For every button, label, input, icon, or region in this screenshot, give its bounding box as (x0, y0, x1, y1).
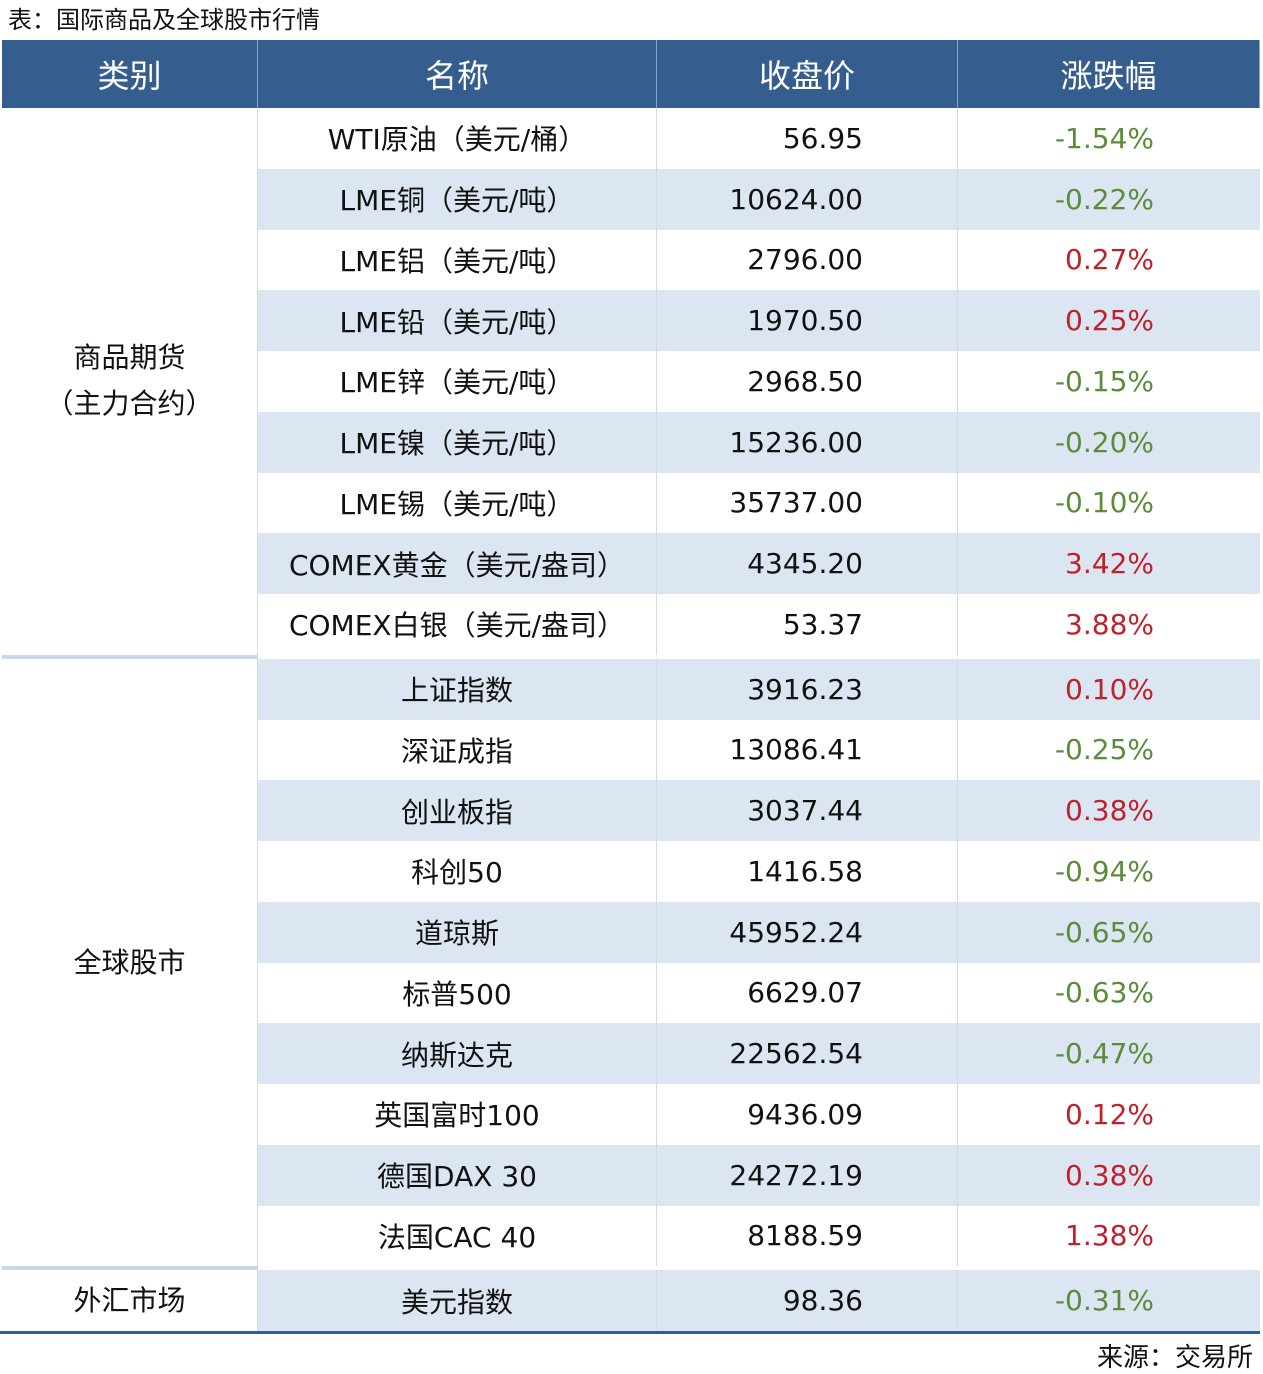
change-cell: -0.20% (958, 411, 1260, 473)
change-cell: 0.38% (958, 780, 1260, 841)
header-cell: 类别 (2, 40, 258, 108)
change-cell: 3.42% (958, 533, 1260, 594)
name-cell: 道琼斯 (258, 901, 657, 963)
change-cell: 1.38% (1065, 1219, 1154, 1253)
name-cell: WTI原油（美元/桶） (258, 108, 657, 169)
change-cell: -0.94% (1054, 854, 1154, 888)
name-cell: 标普500 (258, 962, 657, 1024)
close-cell: 56.95 (657, 108, 958, 169)
change-cell: 0.27% (1065, 243, 1154, 277)
close-cell: 1416.58 (657, 841, 958, 902)
name-cell: 美元指数 (258, 1270, 657, 1331)
source: 来源：交易所 (1096, 1342, 1253, 1373)
change-cell: 3.88% (1065, 607, 1154, 641)
group-separator (2, 1266, 258, 1271)
category-cell: 全球股市 (2, 658, 258, 1267)
change-cell: -0.25% (1054, 733, 1154, 767)
close-cell: 2968.50 (657, 351, 958, 412)
title: 表：国际商品及全球股市行情 (8, 5, 320, 34)
name-cell: LME锌（美元/吨） (258, 351, 657, 412)
change-cell: -0.65% (958, 901, 1260, 963)
name-cell: LME铝（美元/吨） (258, 229, 657, 291)
change-cell: -0.15% (1054, 364, 1154, 398)
name-cell: COMEX黄金（美元/盎司） (258, 533, 657, 594)
close-cell: 53.37 (657, 594, 958, 655)
name-cell: LME镍（美元/吨） (258, 411, 657, 473)
close-cell: 3037.44 (657, 780, 958, 841)
change-cell: -0.63% (1054, 976, 1154, 1010)
name-cell: LME铜（美元/吨） (258, 168, 657, 230)
header-cell: 收盘价 (657, 40, 958, 108)
close-cell: 24272.19 (657, 1144, 958, 1206)
change-cell: 0.38% (958, 1144, 1260, 1206)
close-cell: 35737.00 (657, 472, 958, 534)
name-cell: LME铅（美元/吨） (258, 290, 657, 351)
close-cell: 45952.24 (657, 901, 958, 963)
close-cell: 9436.09 (657, 1084, 958, 1145)
change-cell: -0.10% (1054, 486, 1154, 520)
category-cell: 商品期货 （主力合约） (2, 108, 258, 655)
close-cell: 6629.07 (657, 962, 958, 1024)
close-cell: 98.36 (657, 1270, 958, 1331)
close-cell: 15236.00 (657, 411, 958, 473)
close-cell: 1970.50 (657, 290, 958, 351)
group-separator (2, 654, 258, 659)
name-cell: 科创50 (258, 841, 657, 902)
change-cell: -0.47% (958, 1023, 1260, 1084)
category-label: 商品期货 (73, 341, 186, 375)
name-cell: 上证指数 (258, 658, 657, 720)
name-cell: 创业板指 (258, 780, 657, 841)
name-cell: 英国富时100 (258, 1084, 657, 1145)
close-cell: 4345.20 (657, 533, 958, 594)
header-cell: 名称 (258, 40, 657, 108)
close-cell: 3916.23 (657, 658, 958, 720)
name-cell: 法国CAC 40 (258, 1205, 657, 1267)
name-cell: LME锡（美元/吨） (258, 472, 657, 534)
name-cell: 深证成指 (258, 719, 657, 781)
close-cell: 22562.54 (657, 1023, 958, 1084)
name-cell: 德国DAX 30 (258, 1144, 657, 1206)
category-cell: 外汇市场 (2, 1270, 258, 1331)
change-cell: -1.54% (1054, 121, 1154, 155)
change-cell: -0.31% (958, 1270, 1260, 1331)
name-cell: 纳斯达克 (258, 1023, 657, 1084)
change-cell: 0.10% (958, 658, 1260, 720)
change-cell: 0.12% (1065, 1097, 1154, 1131)
category-label: （主力合约） (45, 387, 214, 421)
close-cell: 13086.41 (657, 719, 958, 781)
bottom-rule (0, 1331, 1260, 1334)
close-cell: 8188.59 (657, 1205, 958, 1267)
header-cell: 涨跌幅 (958, 40, 1260, 108)
change-cell: 0.25% (958, 290, 1260, 351)
change-cell: -0.22% (958, 168, 1260, 230)
close-cell: 10624.00 (657, 168, 958, 230)
close-cell: 2796.00 (657, 229, 958, 291)
name-cell: COMEX白银（美元/盎司） (258, 594, 657, 655)
category-label: 外汇市场 (73, 1283, 186, 1317)
category-label: 全球股市 (73, 945, 186, 979)
